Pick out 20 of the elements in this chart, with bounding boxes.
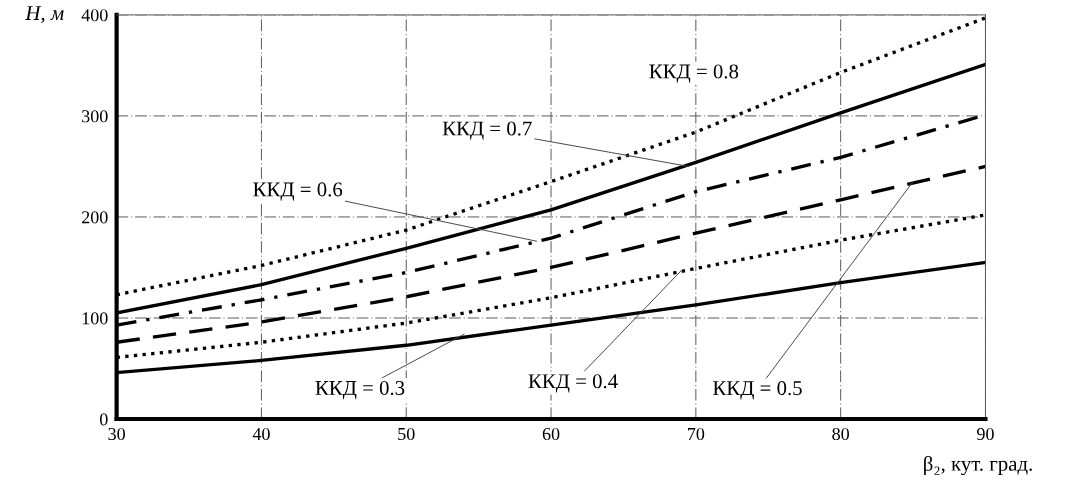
annotation: ККД = 0.6 — [253, 182, 343, 201]
x-tick-label: 40 — [252, 427, 270, 441]
y-tick-label: 400 — [81, 9, 108, 22]
y-tick-label: 200 — [82, 211, 108, 224]
x-tick-label: 90 — [977, 427, 994, 441]
annotation: ККД = 0.3 — [315, 380, 405, 400]
x-tick-label: 70 — [688, 427, 705, 441]
x-tick-label: 50 — [398, 427, 415, 441]
annotation: ККД = 0.7 — [442, 121, 532, 140]
y-tick-label: 100 — [82, 312, 108, 325]
x-tick-label: 30 — [108, 427, 125, 441]
x-axis-title: β₂, кут. град. — [924, 455, 1032, 476]
annotation: ККД = 0.4 — [528, 374, 618, 393]
y-tick-label: 0 — [99, 413, 108, 426]
annotation: ККД = 0.8 — [649, 64, 739, 83]
x-tick-label: 60 — [542, 427, 560, 441]
annotation: ККД = 0.5 — [713, 381, 802, 400]
y-tick-label: 300 — [82, 110, 108, 123]
y-axis-title: H, м — [25, 6, 64, 24]
x-tick-label: 80 — [832, 427, 849, 441]
